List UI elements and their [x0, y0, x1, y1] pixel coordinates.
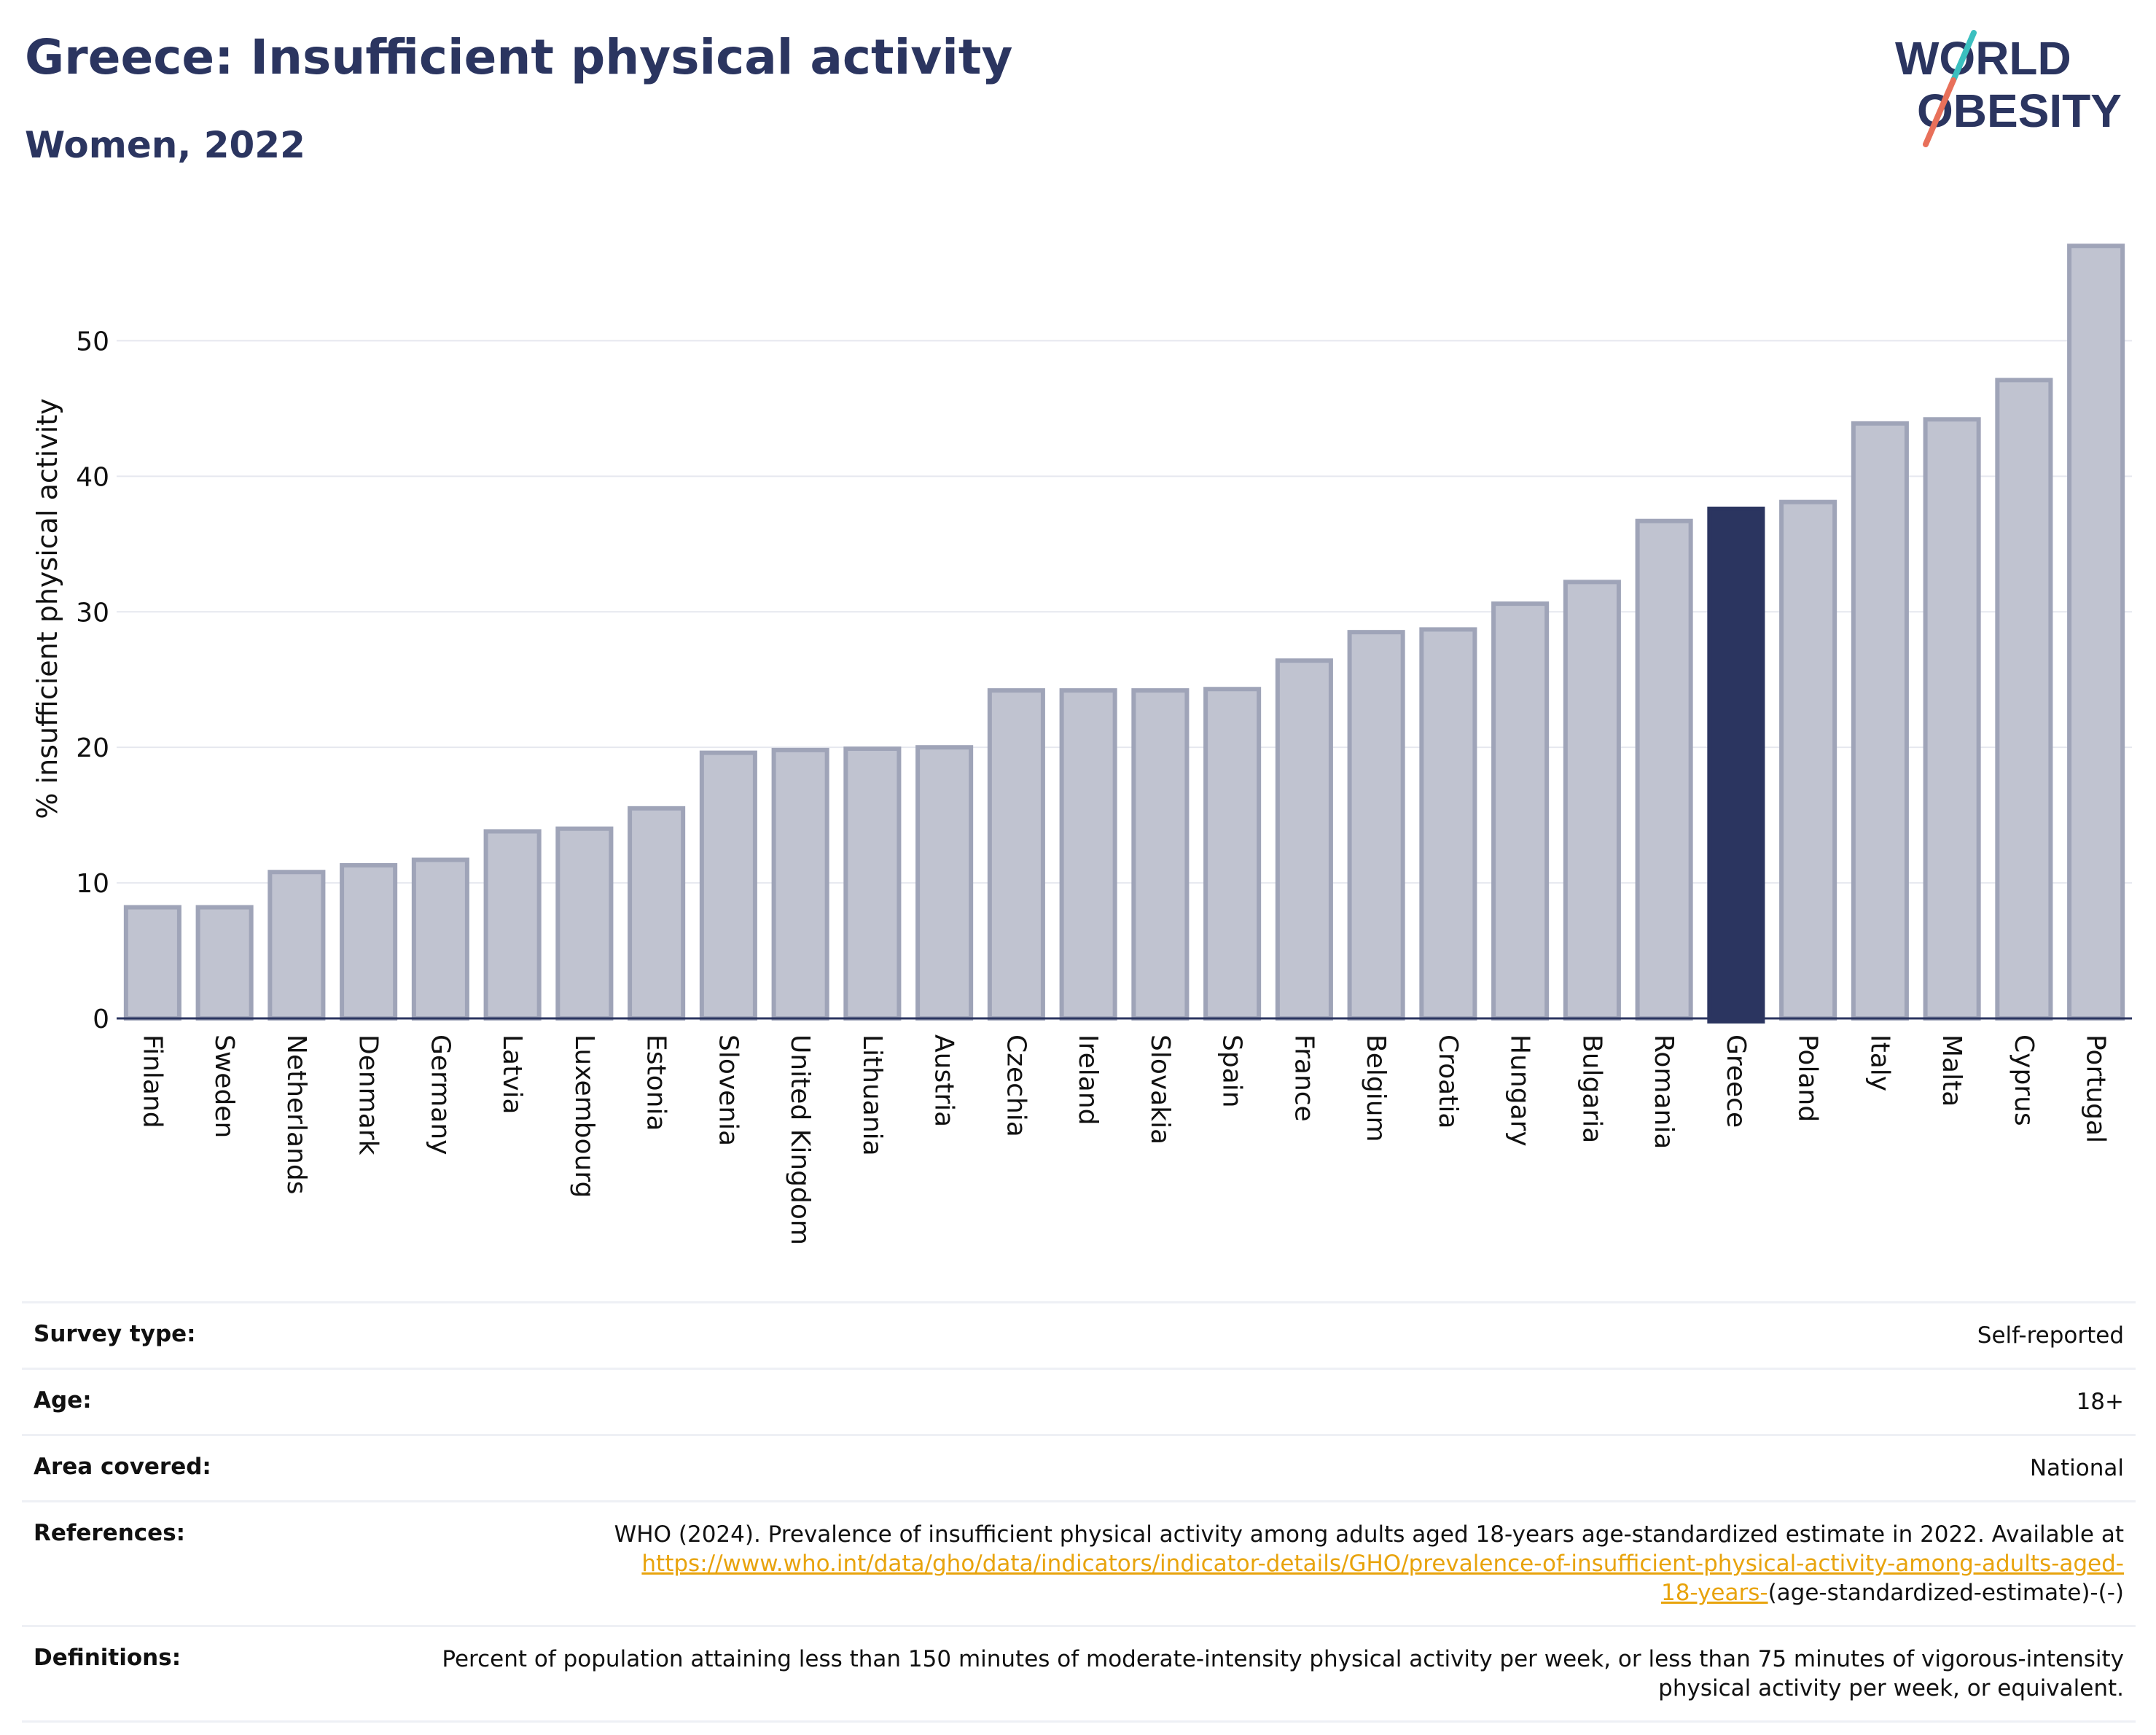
x-tick-label: Italy	[1864, 1034, 1894, 1091]
x-tick-label: Ireland	[1073, 1034, 1103, 1126]
meta-row-age: Age: 18+	[22, 1368, 2136, 1434]
y-tick-label: 20	[76, 733, 109, 763]
y-tick-label: 30	[76, 598, 109, 628]
meta-row-area: Area covered: National	[22, 1434, 2136, 1500]
bar-italy	[1851, 421, 1909, 1021]
logo-line1: WORLD	[1895, 32, 2071, 85]
bar-ireland	[1059, 688, 1117, 1021]
bar-denmark	[340, 862, 398, 1021]
x-ticks: Finland Sweden Netherlands Denmark Germany La…	[137, 1034, 2110, 1245]
page-title: Greece: Insufficient physical activity	[25, 29, 1013, 85]
bar-slovakia	[1131, 688, 1190, 1021]
meta-value: 18+	[2076, 1389, 2124, 1415]
meta-value: WHO (2024). Prevalence of insufficient p…	[398, 1502, 2136, 1625]
bar-greece	[1707, 506, 1765, 1024]
bar-croatia	[1419, 627, 1477, 1021]
meta-row-definitions: Definitions: Percent of population attai…	[22, 1625, 2136, 1723]
x-tick-label: Portugal	[2081, 1034, 2111, 1143]
x-tick-label: Croatia	[1433, 1034, 1463, 1128]
x-tick-label: Finland	[137, 1034, 167, 1128]
bar-latvia	[483, 829, 542, 1021]
y-tick-label: 0	[93, 1005, 109, 1034]
bar-hungary	[1491, 601, 1550, 1021]
references-suffix: (age-standardized-estimate)-(-)	[1768, 1580, 2124, 1606]
x-tick-label: Hungary	[1505, 1034, 1535, 1147]
bar-lithuania	[843, 746, 902, 1021]
bar-chart: 0 10 20 30 40 50 Finland Sweden Netherlands Denm…	[31, 243, 2132, 1245]
bar-malta	[1923, 417, 1981, 1021]
meta-value: Self-reported	[1977, 1322, 2124, 1349]
bar-france	[1275, 658, 1333, 1021]
bar-austria	[915, 745, 974, 1021]
bar-bulgaria	[1563, 580, 1621, 1021]
metadata-table: Survey type: Self-reported Age: 18+ Area…	[22, 1301, 2136, 1723]
bar-cyprus	[1995, 378, 2053, 1021]
bar-estonia	[628, 806, 686, 1021]
x-tick-label: Slovakia	[1145, 1034, 1175, 1145]
x-tick-label: Malta	[1937, 1034, 1966, 1107]
y-tick-label: 10	[76, 869, 109, 899]
meta-key: Survey type:	[34, 1321, 196, 1347]
bar-poland	[1779, 499, 1837, 1021]
references-link[interactable]: https://www.who.int/data/gho/data/indica…	[641, 1551, 2124, 1577]
x-tick-label: Romania	[1649, 1034, 1679, 1149]
meta-key: Area covered:	[34, 1454, 211, 1480]
bar-united-kingdom	[771, 747, 829, 1021]
bar-slovenia	[699, 750, 757, 1021]
references-text: WHO (2024). Prevalence of insufficient p…	[614, 1521, 2124, 1548]
references-link-continued[interactable]: 18-years-	[1660, 1580, 1768, 1606]
y-tick-label: 40	[76, 462, 109, 492]
x-tick-label: Greece	[1721, 1034, 1751, 1128]
x-tick-label: France	[1289, 1034, 1319, 1122]
meta-key: Definitions:	[34, 1645, 181, 1671]
meta-key: Age:	[34, 1387, 92, 1414]
bar-portugal	[2067, 243, 2125, 1021]
logo-line2: OBESITY	[1917, 85, 2122, 137]
x-tick-label: United Kingdom	[785, 1034, 815, 1245]
bar-spain	[1203, 687, 1262, 1021]
bar-finland	[123, 905, 181, 1021]
x-tick-label: Spain	[1217, 1034, 1247, 1108]
x-tick-label: Cyprus	[2009, 1034, 2039, 1126]
y-axis-label: % insufficient physical activity	[31, 398, 63, 819]
meta-row-survey-type: Survey type: Self-reported	[22, 1301, 2136, 1368]
x-tick-label: Latvia	[497, 1034, 527, 1115]
x-tick-label: Germany	[425, 1034, 455, 1155]
x-tick-label: Belgium	[1361, 1034, 1391, 1142]
bar-germany	[411, 857, 469, 1021]
bar-czechia	[987, 688, 1045, 1021]
x-tick-label: Lithuania	[857, 1034, 887, 1156]
x-tick-label: Denmark	[354, 1034, 383, 1155]
bar-belgium	[1347, 630, 1405, 1021]
logo-slash-teal	[1950, 30, 1977, 83]
bar-sweden	[195, 905, 254, 1021]
page-subtitle: Women, 2022	[25, 124, 305, 166]
logo-slash-coral	[1923, 77, 1956, 147]
y-tick-label: 50	[76, 327, 109, 356]
world-obesity-logo: WORLD OBESITY	[1895, 30, 2122, 147]
x-tick-label: Bulgaria	[1577, 1034, 1606, 1143]
meta-value: National	[2029, 1455, 2124, 1481]
x-tick-label: Poland	[1793, 1034, 1823, 1122]
y-ticks: 0 10 20 30 40 50	[76, 327, 109, 1034]
bar-romania	[1635, 518, 1693, 1021]
meta-value: Percent of population attaining less tha…	[442, 1646, 2124, 1701]
bar-luxembourg	[555, 826, 614, 1021]
bar-netherlands	[267, 870, 326, 1021]
meta-row-references: References: WHO (2024). Prevalence of in…	[22, 1500, 2136, 1625]
x-tick-label: Luxembourg	[569, 1034, 599, 1198]
x-tick-label: Slovenia	[713, 1034, 743, 1146]
x-tick-label: Sweden	[209, 1034, 239, 1138]
meta-key: References:	[34, 1520, 186, 1546]
x-tick-label: Netherlands	[281, 1034, 311, 1194]
x-tick-label: Estonia	[641, 1034, 671, 1131]
bars	[123, 243, 2125, 1024]
x-tick-label: Czechia	[1001, 1034, 1031, 1137]
x-tick-label: Austria	[929, 1034, 959, 1127]
